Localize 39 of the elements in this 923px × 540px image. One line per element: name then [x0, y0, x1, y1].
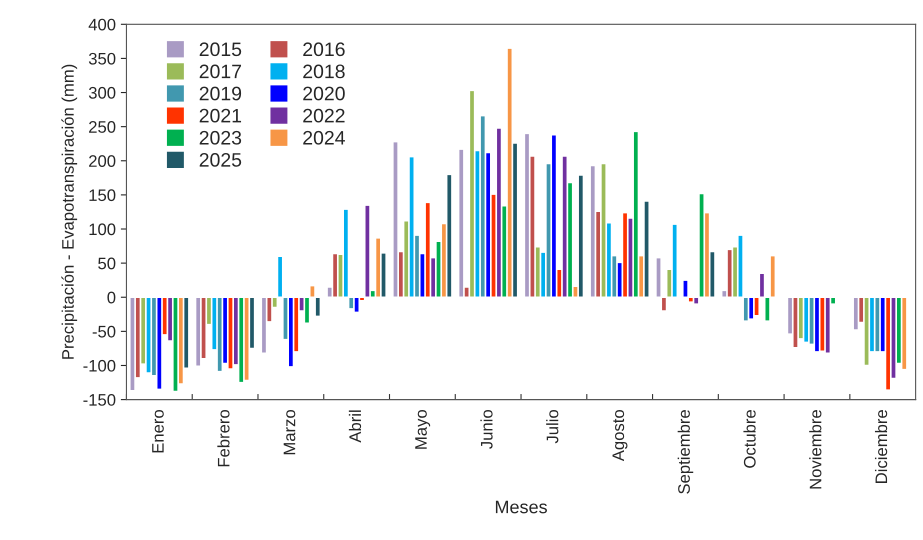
- x-tick-label: Octubre: [743, 410, 756, 468]
- y-tick-label: 150: [90, 189, 116, 202]
- legend-label: 2019: [200, 86, 242, 100]
- legend-label: 2023: [200, 130, 242, 145]
- legend-label: 2022: [303, 108, 345, 123]
- x-tick-label: Agosto: [612, 410, 628, 462]
- x-tick-label: Noviembre: [809, 410, 822, 489]
- x-tick-label: Febrero: [217, 410, 230, 466]
- x-tick-label: Septiembre: [678, 410, 694, 494]
- y-axis-title: Precipitación - Evapotranspiración (mm): [61, 64, 78, 359]
- x-tick-label: Marzo: [284, 410, 296, 454]
- legend-label: 2017: [200, 64, 242, 78]
- y-tick-label: 100: [90, 223, 116, 236]
- x-tick-label: Enero: [152, 410, 164, 452]
- legend-label: 2021: [200, 108, 242, 123]
- y-tick-label: -50: [92, 326, 116, 338]
- legend-label: 2016: [303, 42, 345, 56]
- y-tick-label: 200: [89, 155, 116, 167]
- legend-label: 2025: [200, 153, 242, 167]
- y-tick-label: 0: [107, 292, 116, 304]
- x-tick-label: Diciembre: [874, 410, 888, 483]
- y-tick-label: -100: [83, 360, 116, 372]
- x-axis-title: Meses: [496, 500, 547, 514]
- bar: [392, 140, 399, 298]
- x-tick-label: Mayo: [415, 410, 430, 449]
- y-tick-label: -150: [83, 394, 116, 406]
- legend-label: 2020: [303, 86, 345, 100]
- y-tick-label: 350: [88, 52, 116, 65]
- y-tick-label: 400: [88, 18, 116, 31]
- y-tick-label: 250: [89, 121, 116, 133]
- x-tick-label: Junio: [480, 410, 493, 449]
- bar: [590, 164, 596, 298]
- legend-label: 2024: [303, 130, 345, 145]
- y-tick-label: 50: [98, 258, 116, 270]
- y-tick-label: 300: [88, 86, 116, 99]
- x-tick-label: Abril: [348, 410, 362, 443]
- legend-label: 2015: [200, 42, 242, 56]
- x-tick-label: Julio: [546, 410, 558, 444]
- legend-label: 2018: [303, 64, 345, 78]
